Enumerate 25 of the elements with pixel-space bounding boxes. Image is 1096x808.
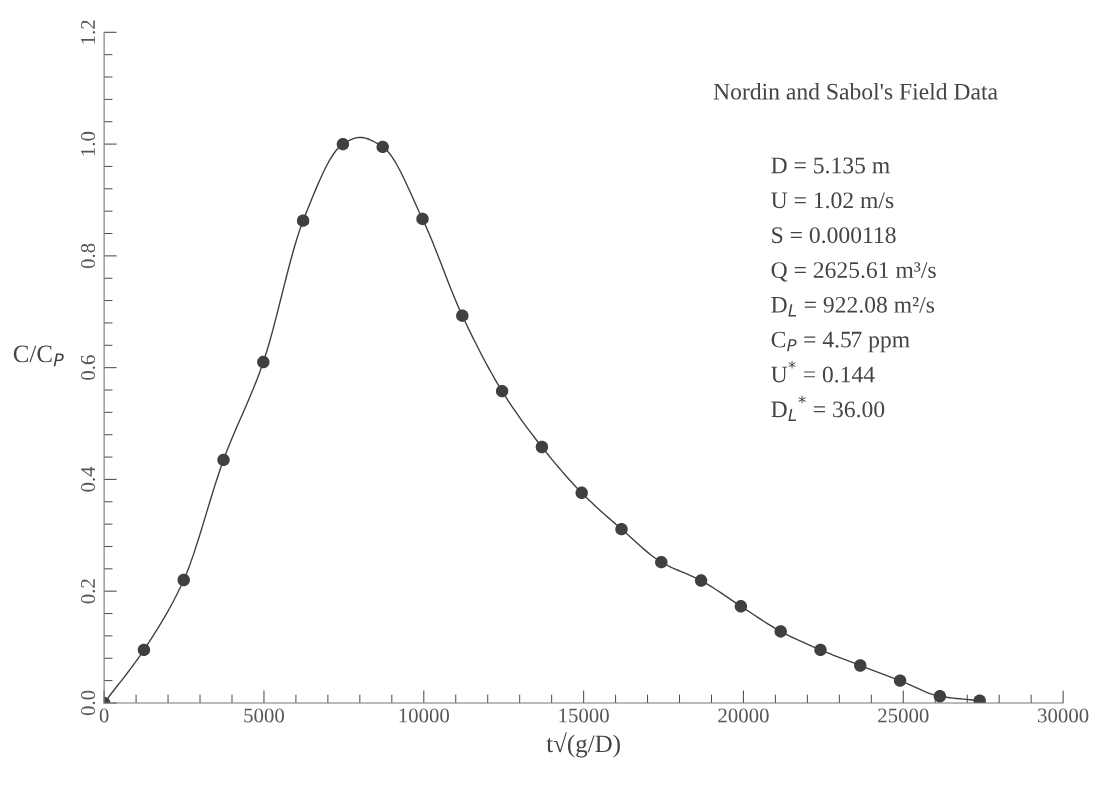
- y-tick-label: 0.4: [80, 466, 96, 492]
- annotation: D$_{L}$$^{*}$ = 36.00: [771, 395, 885, 421]
- x-tick-label: 15000: [559, 708, 609, 723]
- y-tick-label: 1.2: [81, 20, 96, 44]
- y-tick-label: 0.8: [80, 243, 96, 269]
- y-tick-label: 0.2: [80, 579, 96, 604]
- annotation: S = 0.000118: [772, 227, 896, 244]
- annotation: U$^{*}$ = 0.144: [771, 360, 875, 383]
- y-tick-label: 1.0: [80, 131, 96, 156]
- annotation: D$_{L}$ = 922.08 m²/s: [771, 296, 935, 317]
- x-tick-label: 20000: [718, 708, 769, 723]
- annotation: Q = 2625.61 m³/s: [771, 262, 936, 282]
- x-tick-label: 0: [99, 708, 109, 723]
- annotation: Nordin and Sabol's Field Data: [713, 83, 998, 100]
- x-tick-label: 25000: [878, 708, 929, 723]
- annotation: C$_{P}$ = 4.57 ppm: [771, 331, 910, 353]
- x-tick-label: 30000: [1038, 708, 1089, 723]
- x-tick-label: 5000: [244, 708, 284, 723]
- y-tick-label: 0.6: [80, 355, 96, 380]
- annotation: D = 5.135 m: [771, 157, 890, 174]
- x-tick-label: 10000: [399, 708, 450, 723]
- y-axis-title: C/C$_{P}$: [13, 345, 64, 367]
- x-axis-title: t√(g/D): [546, 732, 620, 758]
- annotation: U = 1.02 m/s: [771, 192, 894, 209]
- y-tick-label: 0.0: [80, 690, 96, 716]
